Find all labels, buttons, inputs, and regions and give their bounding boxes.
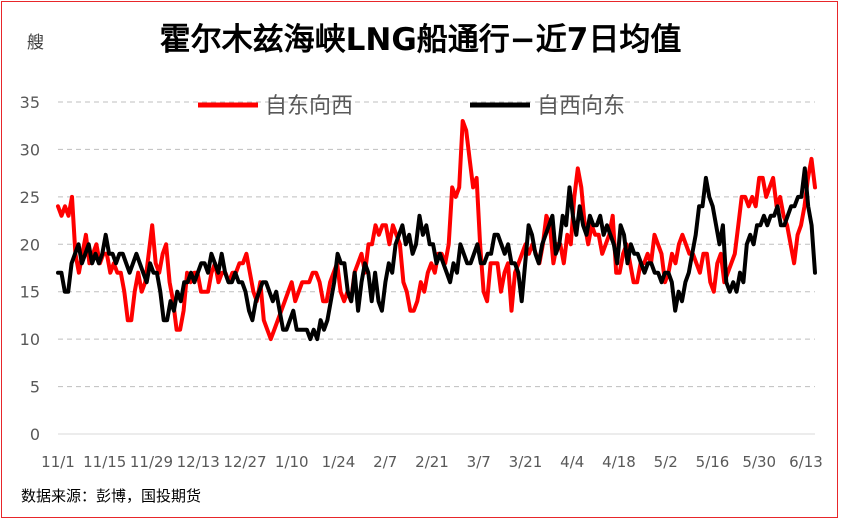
x-tick-label: 3/7: [467, 453, 491, 471]
y-tick-label: 20: [20, 235, 40, 254]
y-tick-label: 30: [20, 140, 40, 159]
series-lines: [56, 119, 817, 342]
x-tick-label: 2/7: [373, 453, 397, 471]
y-tick-label: 25: [20, 188, 40, 207]
x-tick-label: 1/24: [322, 453, 356, 471]
x-tick-label: 5/2: [654, 453, 678, 471]
x-tick-label: 3/21: [509, 453, 543, 471]
legend-label-series2: 自西向东: [537, 94, 625, 119]
y-tick-label: 0: [30, 425, 40, 444]
x-tick-label: 12/27: [223, 453, 266, 471]
x-tick-label: 12/13: [177, 453, 220, 471]
x-tick-label: 1/10: [275, 453, 309, 471]
y-axis-ticks: 0 5 10 15 20 25 30 35: [20, 93, 40, 444]
gridlines: [58, 101, 815, 435]
chart-title: 霍尔木兹海峡LNG船通行−近7日均值: [159, 22, 682, 58]
y-tick-label: 5: [30, 378, 40, 397]
y-tick-label: 10: [20, 330, 40, 349]
legend-label-series1: 自东向西: [265, 94, 353, 119]
x-tick-label: 11/15: [83, 453, 126, 471]
y-axis-unit-label: 艘: [27, 33, 44, 53]
data-source-note: 数据来源：彭博，国投期货: [21, 487, 202, 505]
x-axis-ticks: 11/1 11/15 11/29 12/13 12/27 1/10 1/24 2/7 2/21 3…: [41, 453, 823, 471]
x-tick-label: 4/4: [560, 453, 584, 471]
x-tick-label: 11/29: [130, 453, 173, 471]
legend: 自东向西 自西向东: [198, 94, 625, 119]
y-tick-label: 35: [20, 93, 40, 112]
x-tick-label: 4/18: [602, 453, 636, 471]
series-line-2: [56, 166, 817, 342]
x-tick-label: 11/1: [41, 453, 75, 471]
x-tick-label: 5/30: [742, 453, 776, 471]
x-tick-label: 5/16: [696, 453, 730, 471]
y-tick-label: 15: [20, 283, 40, 302]
x-tick-label: 2/21: [415, 453, 449, 471]
x-tick-label: 6/13: [789, 453, 823, 471]
